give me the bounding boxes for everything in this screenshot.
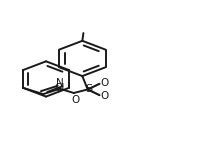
Text: O: O [72, 95, 80, 105]
Text: O: O [100, 91, 108, 101]
Text: S: S [85, 84, 92, 94]
Text: Cl: Cl [55, 83, 65, 93]
Text: N: N [56, 78, 64, 88]
Text: O: O [100, 78, 108, 88]
